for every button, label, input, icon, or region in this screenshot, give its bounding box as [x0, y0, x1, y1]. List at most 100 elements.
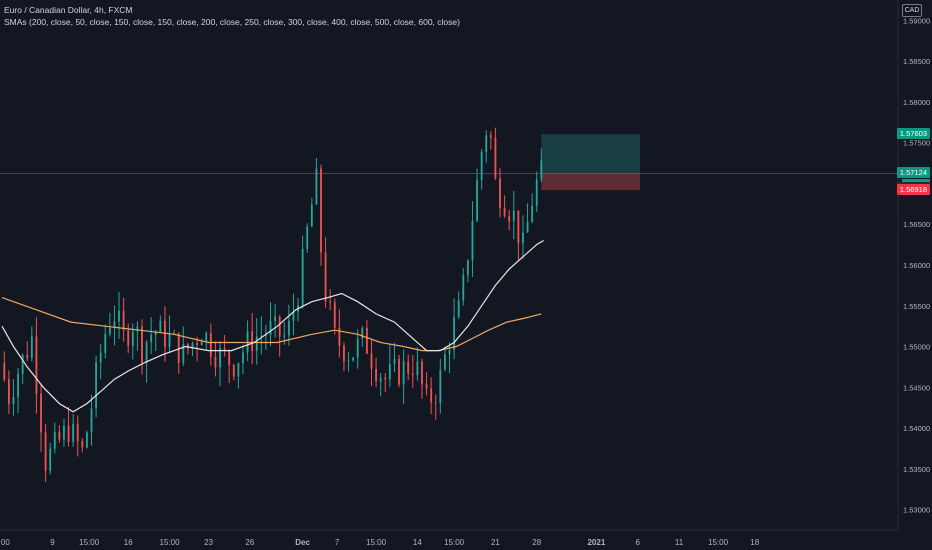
candle-body	[177, 333, 180, 363]
candle-body	[526, 221, 529, 233]
candle-body	[480, 152, 483, 180]
candle-body	[361, 328, 364, 339]
candle-body	[232, 365, 235, 377]
candle-body	[58, 431, 61, 440]
indicator-label: SMAs (200, close, 50, close, 150, close,…	[4, 17, 460, 27]
candle-body	[375, 368, 377, 382]
candle-body	[72, 423, 75, 442]
candle-body	[384, 377, 387, 380]
candle-body	[402, 361, 405, 385]
candle-body	[44, 432, 47, 471]
candle-body	[255, 336, 258, 351]
candle-body	[398, 359, 400, 385]
x-tick-label: 6	[635, 538, 640, 547]
candle-body	[17, 373, 19, 397]
candle-body	[508, 215, 511, 222]
chart-legend: Euro / Canadian Dollar, 4h, FXCM SMAs (2…	[4, 4, 460, 28]
candle-body	[535, 179, 538, 206]
candle-body	[416, 361, 419, 376]
candle-body	[164, 320, 166, 348]
y-tick-label: 1.53000	[903, 506, 930, 515]
candle-body	[7, 379, 10, 404]
currency-badge[interactable]: CAD	[902, 4, 922, 17]
x-tick-label: 15:00	[160, 538, 181, 547]
candle-body	[301, 249, 304, 306]
candle-body	[365, 328, 368, 354]
y-tick-label: 1.59000	[903, 16, 930, 25]
candle-body	[265, 335, 267, 337]
candle-body	[219, 348, 221, 368]
candle-body	[407, 361, 410, 374]
candle-body	[278, 316, 281, 337]
candle-body	[85, 432, 88, 448]
candle-body	[411, 373, 414, 376]
candle-body	[292, 311, 295, 321]
candle-body	[434, 402, 437, 404]
candle-body	[444, 354, 446, 370]
candle-body	[462, 275, 465, 301]
candle-body	[251, 331, 254, 351]
candle-body	[95, 362, 98, 409]
candle-body	[242, 352, 244, 364]
candle-body	[343, 345, 345, 362]
candle-body	[517, 210, 520, 244]
candle-body	[453, 317, 456, 351]
candle-body	[76, 423, 79, 442]
price-label: 1.56918	[896, 184, 930, 196]
x-tick-label: 15:00	[79, 538, 100, 547]
candle-body	[104, 333, 107, 353]
candle-body	[191, 342, 194, 349]
candle-body	[209, 333, 212, 357]
price-axis	[898, 0, 932, 550]
candle-body	[35, 336, 38, 394]
y-tick-label: 1.58000	[903, 98, 930, 107]
x-tick-label: 2021	[587, 538, 605, 547]
candle-body	[108, 327, 111, 334]
candle-body	[141, 326, 143, 363]
y-tick-label: 1.58500	[903, 57, 930, 66]
candle-body	[347, 360, 350, 362]
candle-body	[49, 448, 52, 471]
candle-body	[471, 221, 474, 261]
candle-body	[379, 377, 382, 382]
y-tick-label: 1.57500	[903, 139, 930, 148]
x-tick-label: 15:00	[366, 538, 387, 547]
candle-body	[269, 320, 272, 336]
loss-zone	[541, 173, 640, 191]
candle-body	[421, 361, 423, 385]
x-tick-label: 26	[245, 538, 254, 547]
x-tick-label: 11	[675, 538, 684, 547]
candle-body	[503, 207, 506, 216]
x-tick-label: 15:00	[708, 538, 729, 547]
x-tick-label: 7	[335, 538, 340, 547]
candle-body	[260, 335, 263, 337]
candle-body	[457, 300, 460, 318]
price-label: 1.57124	[896, 167, 930, 179]
candle-body	[388, 363, 391, 380]
candle-body	[113, 321, 116, 328]
candle-body	[370, 353, 373, 369]
candle-body	[489, 135, 492, 138]
candle-body	[196, 342, 198, 346]
candle-body	[90, 408, 93, 433]
candle-body	[338, 327, 341, 346]
candle-body	[26, 354, 29, 358]
x-tick-label: 28	[532, 538, 541, 547]
candle-body	[3, 362, 6, 380]
candle-body	[159, 320, 162, 333]
x-tick-label: 15:00	[444, 538, 465, 547]
candle-body	[287, 320, 290, 336]
y-tick-label: 1.53500	[903, 465, 930, 474]
candle-body	[131, 331, 134, 346]
candle-body	[283, 335, 286, 337]
candle-body	[127, 330, 130, 346]
candle-body	[145, 341, 148, 363]
candle-body	[136, 326, 139, 332]
candle-body	[200, 342, 203, 346]
candle-body	[485, 135, 488, 153]
candle-body	[494, 137, 497, 179]
candle-body	[522, 232, 524, 244]
candle-body	[30, 336, 33, 358]
candle-body	[306, 226, 309, 250]
